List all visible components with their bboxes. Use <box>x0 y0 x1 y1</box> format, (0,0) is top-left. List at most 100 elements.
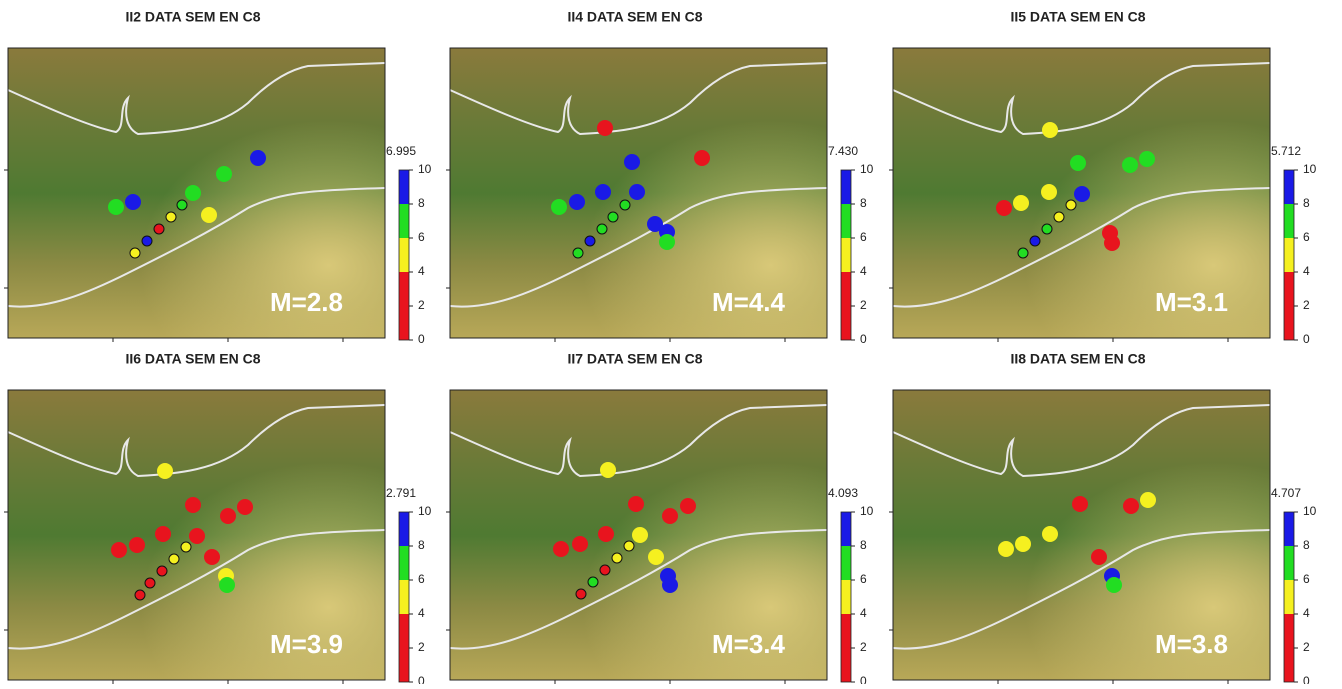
colorbar-tick-label: 4 <box>418 264 425 278</box>
map-panel: II2 DATA SEM EN C8M=2.802468106.995 <box>4 9 432 346</box>
colorbar-tick-label: 0 <box>418 332 425 346</box>
station <box>662 508 678 524</box>
station <box>694 150 710 166</box>
colorbar-tick-label: 8 <box>1303 538 1310 552</box>
colorbar-max-label: 6.995 <box>386 144 416 158</box>
colorbar-max-label: 5.712 <box>1271 144 1301 158</box>
colorbar-tick-label: 0 <box>1303 332 1310 346</box>
magnitude-label: M=3.9 <box>270 629 343 659</box>
station <box>1072 496 1088 512</box>
station <box>237 499 253 515</box>
colorbar-tick-label: 4 <box>418 606 425 620</box>
station <box>177 200 187 210</box>
colorbar-tick-label: 0 <box>860 674 867 684</box>
station <box>1074 186 1090 202</box>
colorbar-segment <box>1284 204 1294 238</box>
station <box>111 542 127 558</box>
colorbar-segment <box>841 512 851 546</box>
magnitude-label: M=3.1 <box>1155 287 1228 317</box>
colorbar-segment <box>399 614 409 682</box>
station <box>1104 235 1120 251</box>
station <box>659 234 675 250</box>
colorbar-segment <box>399 238 409 272</box>
station <box>169 554 179 564</box>
station <box>1015 536 1031 552</box>
colorbar-tick-label: 6 <box>1303 572 1310 586</box>
colorbar-max-label: 4.093 <box>828 486 858 500</box>
colorbar-segment <box>841 614 851 682</box>
station <box>608 212 618 222</box>
colorbar-tick-label: 10 <box>1303 162 1317 176</box>
station <box>1042 224 1052 234</box>
colorbar-segment <box>399 204 409 238</box>
colorbar-tick-label: 4 <box>860 264 867 278</box>
colorbar-segment <box>399 170 409 204</box>
station <box>612 553 622 563</box>
station <box>201 207 217 223</box>
magnitude-label: M=4.4 <box>712 287 786 317</box>
station <box>189 528 205 544</box>
colorbar-segment <box>399 546 409 580</box>
station <box>145 578 155 588</box>
colorbar-tick-label: 2 <box>860 298 867 312</box>
station <box>185 185 201 201</box>
station <box>1054 212 1064 222</box>
station <box>629 184 645 200</box>
colorbar-tick-label: 8 <box>418 538 425 552</box>
station <box>1018 248 1028 258</box>
station <box>600 565 610 575</box>
colorbar-segment <box>399 512 409 546</box>
colorbar-segment <box>1284 614 1294 682</box>
colorbar-tick-label: 4 <box>860 606 867 620</box>
station <box>628 496 644 512</box>
colorbar-tick-label: 0 <box>1303 674 1310 684</box>
station <box>125 194 141 210</box>
station <box>595 184 611 200</box>
station <box>129 537 145 553</box>
colorbar-tick-label: 6 <box>418 572 425 586</box>
colorbar-segment <box>841 272 851 340</box>
colorbar-segment <box>841 546 851 580</box>
colorbar-tick-label: 4 <box>1303 606 1310 620</box>
colorbar-tick-label: 6 <box>1303 230 1310 244</box>
station <box>166 212 176 222</box>
station <box>185 497 201 513</box>
colorbar-tick-label: 0 <box>418 674 425 684</box>
panel-title: II7 DATA SEM EN C8 <box>567 351 702 367</box>
colorbar-max-label: 2.791 <box>386 486 416 500</box>
station <box>1106 577 1122 593</box>
colorbar-max-label: 4.707 <box>1271 486 1301 500</box>
station <box>576 589 586 599</box>
colorbar-tick-label: 2 <box>1303 640 1310 654</box>
station <box>219 577 235 593</box>
colorbar-tick-label: 8 <box>1303 196 1310 210</box>
colorbar-tick-label: 2 <box>860 640 867 654</box>
station <box>157 566 167 576</box>
colorbar-segment <box>1284 580 1294 614</box>
map-panel: II4 DATA SEM EN C8M=4.402468107.430 <box>446 9 874 346</box>
station <box>585 236 595 246</box>
station <box>598 526 614 542</box>
station <box>1066 200 1076 210</box>
station <box>1013 195 1029 211</box>
colorbar-segment <box>1284 272 1294 340</box>
map-panel: II8 DATA SEM EN C8M=3.802468104.707 <box>889 351 1317 684</box>
station <box>996 200 1012 216</box>
station <box>1042 122 1058 138</box>
station <box>597 224 607 234</box>
colorbar-tick-label: 6 <box>860 230 867 244</box>
magnitude-label: M=2.8 <box>270 287 343 317</box>
colorbar-tick-label: 6 <box>418 230 425 244</box>
colorbar-tick-label: 10 <box>418 162 432 176</box>
colorbar-tick-label: 10 <box>860 162 874 176</box>
station <box>154 224 164 234</box>
station <box>1123 498 1139 514</box>
station <box>624 154 640 170</box>
station <box>632 527 648 543</box>
station <box>572 536 588 552</box>
panel-title: II4 DATA SEM EN C8 <box>567 9 702 25</box>
colorbar-segment <box>1284 238 1294 272</box>
